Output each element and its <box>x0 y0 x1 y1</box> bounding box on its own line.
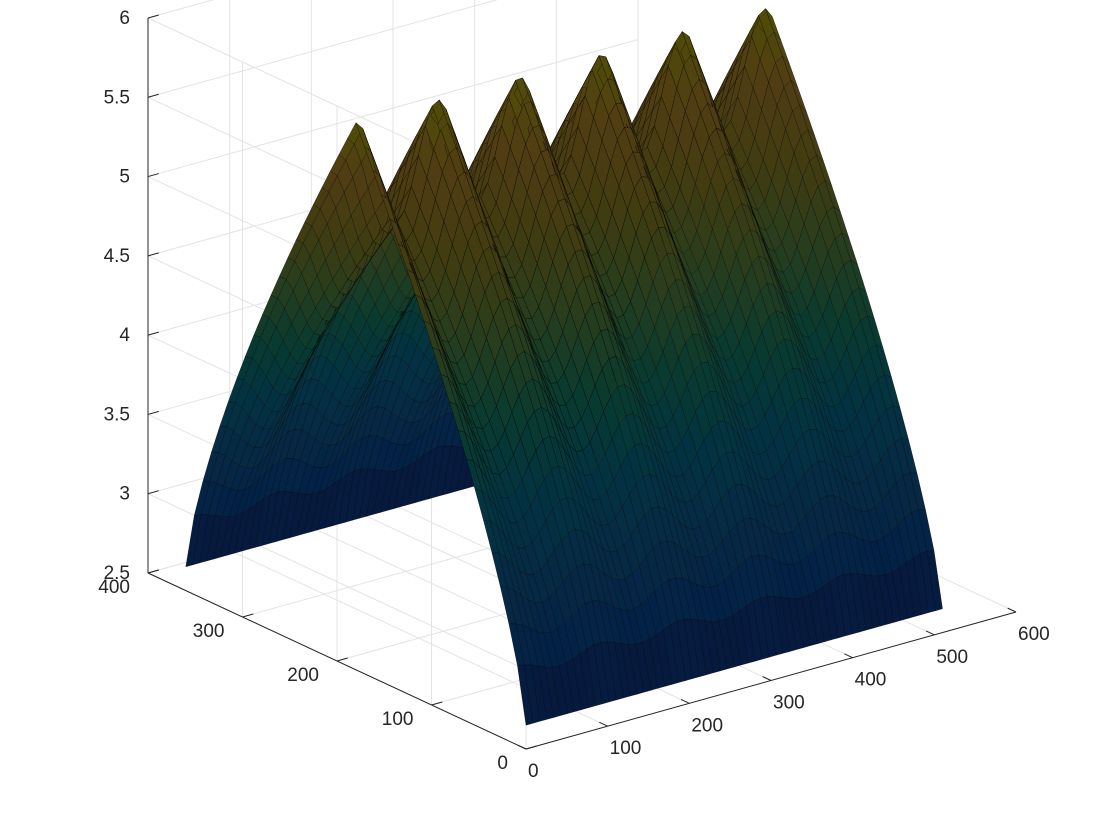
x-tick-mark <box>925 630 935 636</box>
x-tick-label: 200 <box>691 715 723 736</box>
y-tick-mark <box>242 613 254 618</box>
y-tick-mark <box>336 657 348 662</box>
y-tick-label: 200 <box>287 665 319 686</box>
x-tick-label: 400 <box>855 670 887 691</box>
x-tick-label: 500 <box>936 647 968 668</box>
z-tick-label: 2.5 <box>104 563 130 584</box>
z-tick-label: 4.5 <box>104 246 130 267</box>
z-tick-label: 6 <box>119 8 130 29</box>
y-tick-mark <box>431 701 443 706</box>
z-tick-label: 3.5 <box>104 404 130 425</box>
y-tick-label: 400 <box>98 577 130 598</box>
grid-line-backwall-z <box>147 39 639 178</box>
y-tick-label: 100 <box>382 709 414 730</box>
z-tick-mark <box>147 252 159 257</box>
z-tick-label: 5.5 <box>104 87 130 108</box>
x-tick-label: 300 <box>773 693 805 714</box>
x-tick-mark <box>599 721 608 727</box>
x-tick-mark <box>517 744 527 750</box>
x-tick-mark <box>762 676 772 681</box>
z-tick-mark <box>147 173 159 178</box>
x-tick-mark <box>844 653 853 659</box>
y-tick-label: 300 <box>193 621 225 642</box>
z-tick-mark <box>147 569 159 574</box>
y-tick-label: 0 <box>497 753 508 774</box>
tick-labels: 010020030040050060001002003004002.533.54… <box>98 8 1049 782</box>
z-tick-label: 4 <box>119 325 130 346</box>
z-tick-mark <box>147 14 159 19</box>
x-tick-label: 0 <box>528 761 539 782</box>
z-tick-mark <box>147 331 159 336</box>
x-tick-mark <box>1007 607 1017 613</box>
grid-line-backwall-z <box>147 0 498 98</box>
z-tick-label: 3 <box>119 484 130 505</box>
z-tick-label: 5 <box>119 167 130 188</box>
surface-mesh <box>185 8 943 726</box>
x-tick-label: 600 <box>1018 624 1050 645</box>
surface-patch <box>926 550 943 611</box>
z-tick-mark <box>147 490 159 495</box>
x-tick-label: 100 <box>610 738 642 759</box>
x-tick-mark <box>680 699 690 704</box>
z-tick-mark <box>147 93 159 98</box>
z-tick-mark <box>147 410 159 415</box>
y-tick-mark <box>525 745 537 750</box>
